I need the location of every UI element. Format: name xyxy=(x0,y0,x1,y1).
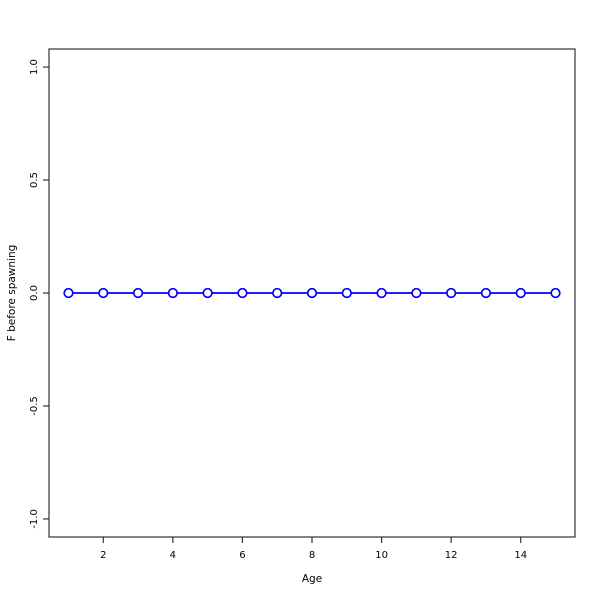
y-tick-label: 0.0 xyxy=(29,285,40,301)
data-point-marker xyxy=(272,287,283,299)
data-point-marker xyxy=(63,287,74,299)
x-tick-label: 2 xyxy=(100,550,106,561)
plot-layer: 2 4 6 8 10 12 14 -1.0 -0.5 0.0 0.5 1.0 xyxy=(29,48,576,561)
y-axis-title: F before spawning xyxy=(6,245,18,342)
x-tick-label: 6 xyxy=(239,550,245,561)
x-tick-label: 8 xyxy=(309,550,315,561)
data-point-marker xyxy=(202,287,213,299)
data-point-marker xyxy=(480,287,492,299)
data-point-marker xyxy=(341,287,352,299)
x-tick-label: 4 xyxy=(170,550,176,561)
data-point-marker xyxy=(167,287,178,299)
data-point-marker xyxy=(98,287,109,299)
data-point-marker xyxy=(515,287,526,299)
data-point-marker xyxy=(550,287,561,299)
data-point-marker xyxy=(446,287,457,299)
data-point-marker xyxy=(237,287,248,299)
x-tick-label: 12 xyxy=(445,550,458,561)
y-tick-label: 1.0 xyxy=(29,59,40,75)
y-tick-label: -1.0 xyxy=(29,509,40,529)
x-tick-label: 14 xyxy=(514,550,527,561)
data-point-marker xyxy=(132,287,144,299)
data-point-marker xyxy=(306,287,318,299)
y-tick-label: 0.5 xyxy=(29,172,40,188)
x-tick-label: 10 xyxy=(375,550,388,561)
data-point-marker xyxy=(411,287,422,299)
data-point-marker xyxy=(376,287,387,299)
y-tick-label: -0.5 xyxy=(29,396,40,416)
x-axis-title: Age xyxy=(302,573,322,585)
